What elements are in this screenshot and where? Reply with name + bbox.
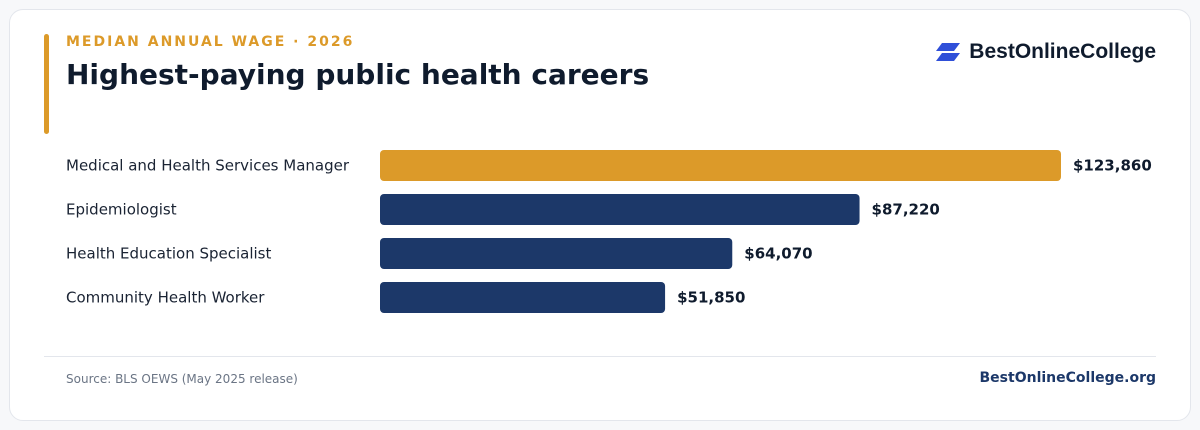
site-link[interactable]: BestOnlineCollege.org [979,370,1156,386]
category-label: Epidemiologist [66,201,177,219]
chart-eyebrow: MEDIAN ANNUAL WAGE · 2026 [66,34,355,50]
category-label: Medical and Health Services Manager [66,157,350,175]
category-label: Health Education Specialist [66,245,271,263]
category-label: Community Health Worker [66,289,265,307]
value-label: $51,850 [677,289,745,307]
chart-title: Highest-paying public health careers [66,58,650,91]
value-label: $64,070 [744,245,812,263]
source-note: Source: BLS OEWS (May 2025 release) [66,372,298,386]
brand-logo: BestOnlineCollege [935,40,1156,64]
value-label: $87,220 [872,201,940,219]
chart-card: MEDIAN ANNUAL WAGE · 2026 Highest-paying… [9,9,1191,421]
stacked-parallelogram-logo-icon [936,43,961,61]
brand-name: BestOnlineCollege [969,40,1156,63]
value-label: $123,860 [1073,157,1152,175]
bar-chart: Medical and Health Services Manager $123,… [66,150,1152,313]
bar [380,282,666,313]
footer-divider [44,356,1156,357]
bar [380,150,1061,181]
accent-rule [44,34,49,134]
bar [380,238,733,269]
bar [380,194,860,225]
